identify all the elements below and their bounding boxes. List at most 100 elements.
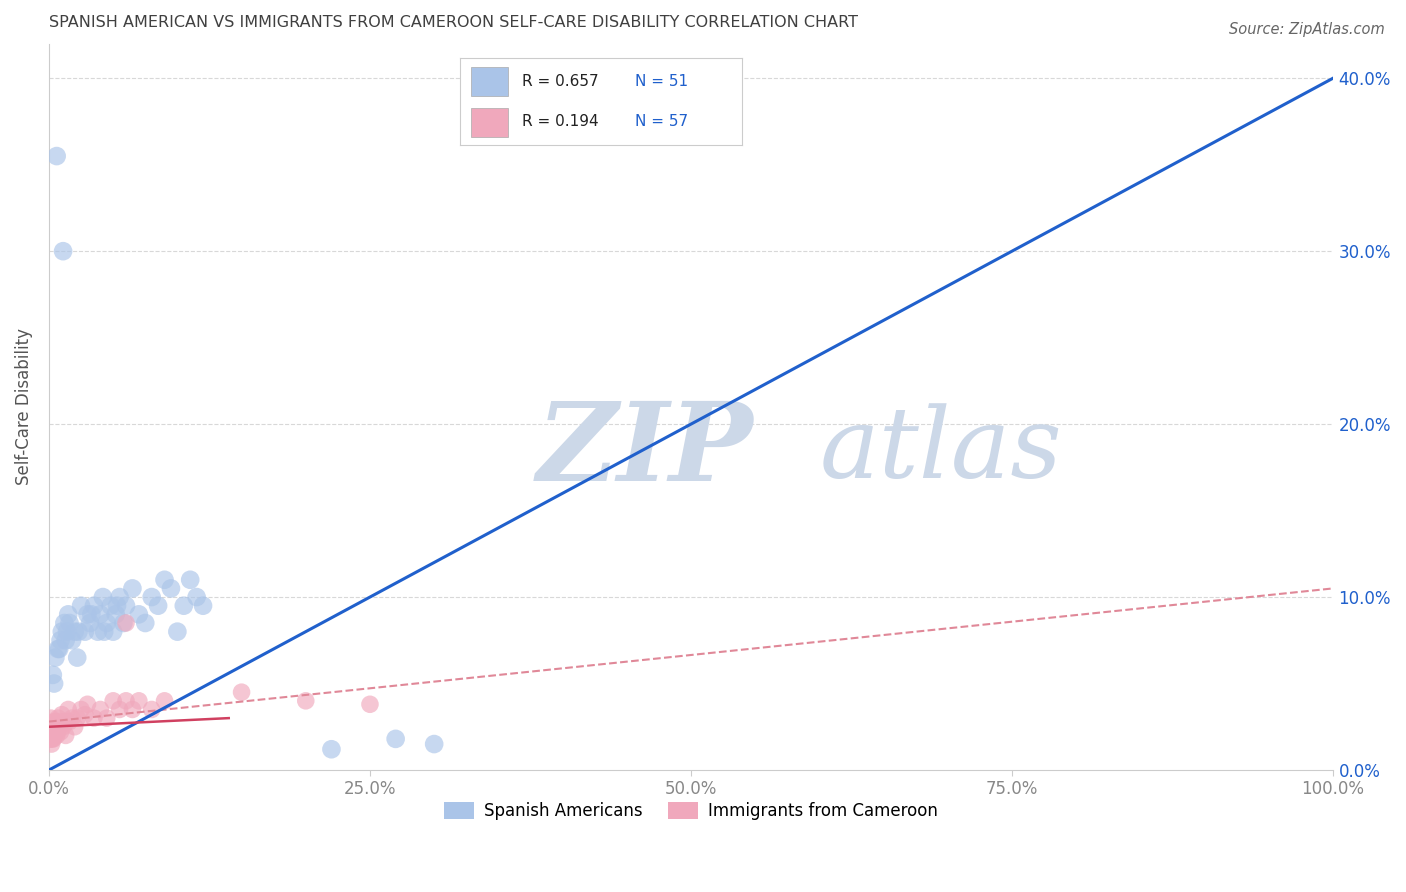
Point (38, 728, 60, 742)
Point (89, 607, 111, 622)
Point (51, 707, 73, 722)
Point (104, 607, 127, 622)
Point (101, 694, 124, 708)
Point (58, 615, 80, 630)
Point (96, 615, 118, 630)
Point (53, 615, 76, 630)
Point (96, 711, 118, 725)
Point (42, 668, 65, 682)
Point (52, 720, 75, 734)
Point (80, 607, 103, 622)
Point (191, 599, 214, 613)
Point (101, 624, 124, 639)
Point (58, 714, 80, 729)
Point (186, 590, 208, 604)
Point (153, 694, 176, 708)
Point (39, 720, 62, 734)
Point (384, 731, 406, 746)
Point (70, 599, 93, 613)
Point (49, 725, 72, 739)
Point (83, 711, 105, 725)
Point (42, 728, 65, 742)
Point (128, 694, 150, 708)
Point (39, 731, 62, 746)
Point (44, 723, 66, 738)
Point (55, 633, 77, 648)
Point (55, 728, 77, 742)
Point (76, 698, 98, 712)
Point (108, 590, 131, 604)
Point (41, 720, 63, 734)
Point (39, 725, 62, 739)
Point (294, 694, 316, 708)
Point (93, 624, 115, 639)
Point (423, 737, 446, 751)
Point (42, 714, 65, 729)
Text: ZIP: ZIP (537, 397, 754, 504)
Point (115, 694, 138, 708)
Point (56, 624, 79, 639)
Legend: Spanish Americans, Immigrants from Cameroon: Spanish Americans, Immigrants from Camer… (437, 796, 945, 827)
Point (231, 685, 253, 699)
Point (45, 149, 67, 163)
Point (79, 615, 101, 630)
Point (42, 731, 65, 746)
Point (100, 599, 122, 613)
Point (141, 590, 163, 604)
Point (70, 702, 93, 716)
Point (46, 711, 69, 725)
Point (58, 702, 80, 716)
Point (115, 599, 138, 613)
Point (91, 590, 114, 604)
Point (89, 702, 111, 716)
Point (41, 720, 63, 734)
Point (121, 702, 143, 716)
Point (179, 573, 201, 587)
Point (166, 624, 188, 639)
Point (173, 599, 195, 613)
Point (146, 599, 169, 613)
Point (42, 720, 65, 734)
Text: atlas: atlas (820, 403, 1062, 498)
Point (45, 720, 67, 734)
Point (67, 624, 90, 639)
Point (321, 742, 343, 756)
Point (128, 607, 150, 622)
Point (121, 582, 143, 596)
Point (52, 244, 75, 259)
Point (73, 624, 96, 639)
Point (39, 731, 62, 746)
Point (66, 711, 89, 725)
Point (44, 725, 66, 739)
Point (73, 707, 96, 722)
Point (41, 728, 63, 742)
Point (83, 599, 105, 613)
Point (49, 633, 72, 648)
Point (115, 615, 138, 630)
Point (66, 650, 89, 665)
Point (76, 607, 98, 622)
Point (134, 615, 156, 630)
Point (51, 624, 73, 639)
Point (39, 711, 62, 725)
Text: SPANISH AMERICAN VS IMMIGRANTS FROM CAMEROON SELF-CARE DISABILITY CORRELATION CH: SPANISH AMERICAN VS IMMIGRANTS FROM CAME… (49, 15, 858, 30)
Point (53, 714, 76, 729)
Point (45, 728, 67, 742)
Point (63, 624, 86, 639)
Point (41, 725, 63, 739)
Point (41, 737, 63, 751)
Point (42, 676, 65, 690)
Point (48, 642, 70, 657)
Point (58, 607, 80, 622)
Point (60, 711, 83, 725)
Point (153, 573, 176, 587)
Point (108, 702, 131, 716)
Point (46, 642, 69, 657)
Point (63, 720, 86, 734)
Point (141, 702, 163, 716)
Point (112, 615, 135, 630)
Point (39, 731, 62, 746)
Text: Source: ZipAtlas.com: Source: ZipAtlas.com (1229, 22, 1385, 37)
Point (44, 720, 66, 734)
Point (44, 714, 66, 729)
